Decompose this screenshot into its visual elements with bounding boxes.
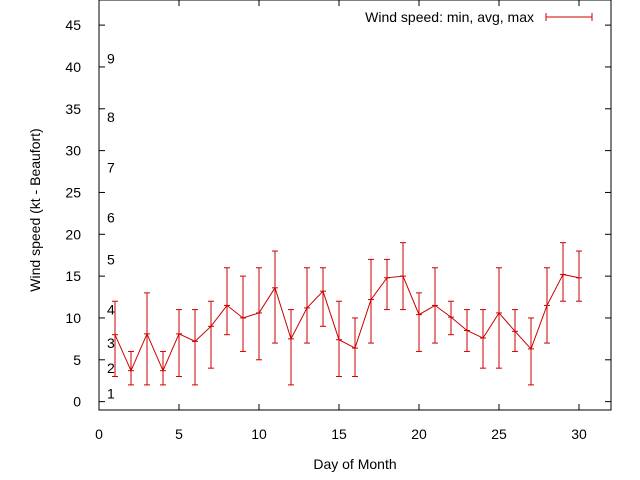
x-axis-ticks: 0 5 10 15 20 25 30: [95, 0, 587, 442]
legend: Wind speed: min, avg, max: [365, 9, 593, 25]
beaufort-label: 8: [107, 109, 115, 125]
beaufort-label: 9: [107, 51, 115, 67]
y-axis-label: Wind speed (kt - Beaufort): [27, 128, 43, 291]
x-tick-label: 0: [95, 426, 103, 442]
x-tick-label: 20: [411, 426, 427, 442]
beaufort-label: 7: [107, 159, 115, 175]
x-axis-label: Day of Month: [313, 456, 396, 472]
beaufort-label: 5: [107, 251, 115, 267]
beaufort-label: 3: [107, 335, 115, 351]
x-tick-label: 10: [251, 426, 267, 442]
legend-label: Wind speed: min, avg, max: [365, 9, 534, 25]
avg-line: [114, 273, 580, 372]
x-tick-label: 5: [175, 426, 183, 442]
x-tick-label: 15: [331, 426, 347, 442]
x-tick-label: 25: [491, 426, 507, 442]
beaufort-label: 4: [107, 302, 115, 318]
beaufort-label: 2: [107, 360, 115, 376]
beaufort-scale-labels: 1 2 3 4 5 6 7 8 9: [107, 51, 115, 402]
y-tick-label: 40: [65, 59, 81, 75]
plot-area: [98, 0, 612, 411]
data-series: [112, 242, 582, 386]
y-tick-label: 0: [73, 394, 81, 410]
x-tick-label: 30: [571, 426, 587, 442]
beaufort-label: 6: [107, 210, 115, 226]
y-tick-label: 5: [73, 352, 81, 368]
y-tick-label: 20: [65, 226, 81, 242]
y-tick-label: 25: [65, 184, 81, 200]
y-tick-label: 45: [65, 17, 81, 33]
y-tick-label: 15: [65, 268, 81, 284]
beaufort-label: 1: [107, 385, 115, 401]
y-tick-label: 35: [65, 101, 81, 117]
y-tick-label: 10: [65, 310, 81, 326]
y-tick-label: 30: [65, 143, 81, 159]
